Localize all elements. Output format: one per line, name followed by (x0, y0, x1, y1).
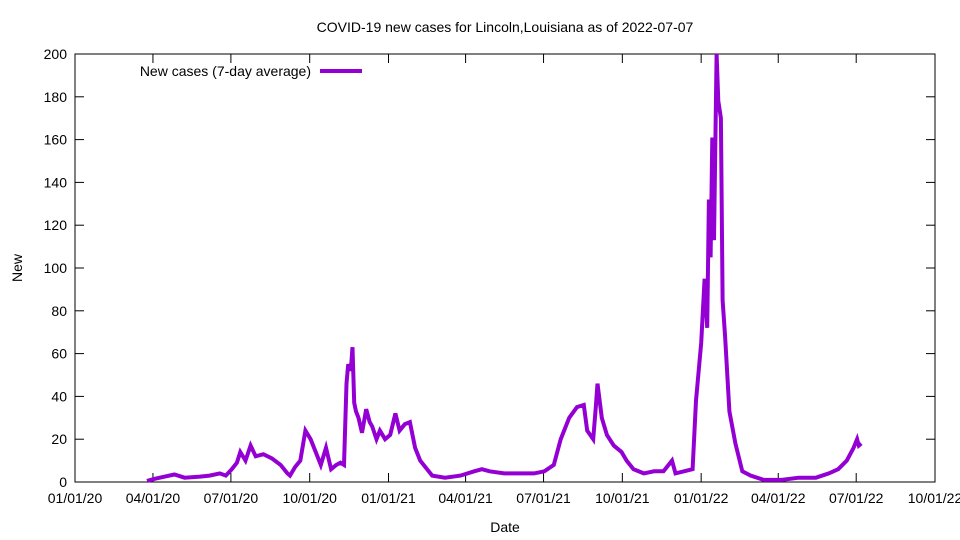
y-axis-label: New (9, 253, 25, 282)
x-tick-label: 07/01/21 (516, 490, 571, 506)
y-tick-label: 140 (44, 174, 68, 190)
x-tick-label: 10/01/22 (908, 490, 960, 506)
y-tick-label: 120 (44, 217, 68, 233)
x-tick-label: 07/01/22 (829, 490, 884, 506)
y-tick-label: 20 (51, 431, 67, 447)
y-tick-label: 200 (44, 46, 68, 62)
x-tick-label: 04/01/20 (126, 490, 181, 506)
legend: New cases (7-day average) (140, 63, 362, 79)
y-tick-label: 0 (59, 474, 67, 490)
y-tick-label: 100 (44, 260, 68, 276)
y-tick-label: 80 (51, 303, 67, 319)
x-axis: 01/01/20 04/01/20 07/01/20 10/01/20 01/01/21… (48, 54, 960, 506)
x-axis-label: Date (490, 519, 520, 535)
x-tick-label: 07/01/20 (204, 490, 259, 506)
legend-label: New cases (7-day average) (140, 63, 311, 79)
y-axis: 0 20 40 60 80 100 120 140 160 180 200 (44, 46, 935, 490)
y-tick-label: 40 (51, 388, 67, 404)
x-tick-label: 10/01/21 (595, 490, 650, 506)
y-tick-label: 160 (44, 132, 68, 148)
x-tick-label: 10/01/20 (282, 490, 337, 506)
x-tick-label: 04/01/22 (751, 490, 806, 506)
chart-title: COVID-19 new cases for Lincoln,Louisiana… (317, 19, 694, 35)
y-tick-label: 180 (44, 89, 68, 105)
series-line-new-cases (146, 53, 863, 483)
x-tick-label: 01/01/22 (674, 490, 729, 506)
x-tick-label: 01/01/21 (361, 490, 416, 506)
y-tick-label: 60 (51, 346, 67, 362)
x-tick-label: 04/01/21 (438, 490, 493, 506)
series-points (146, 53, 862, 481)
plot-border (74, 53, 936, 483)
x-tick-label: 01/01/20 (48, 490, 103, 506)
